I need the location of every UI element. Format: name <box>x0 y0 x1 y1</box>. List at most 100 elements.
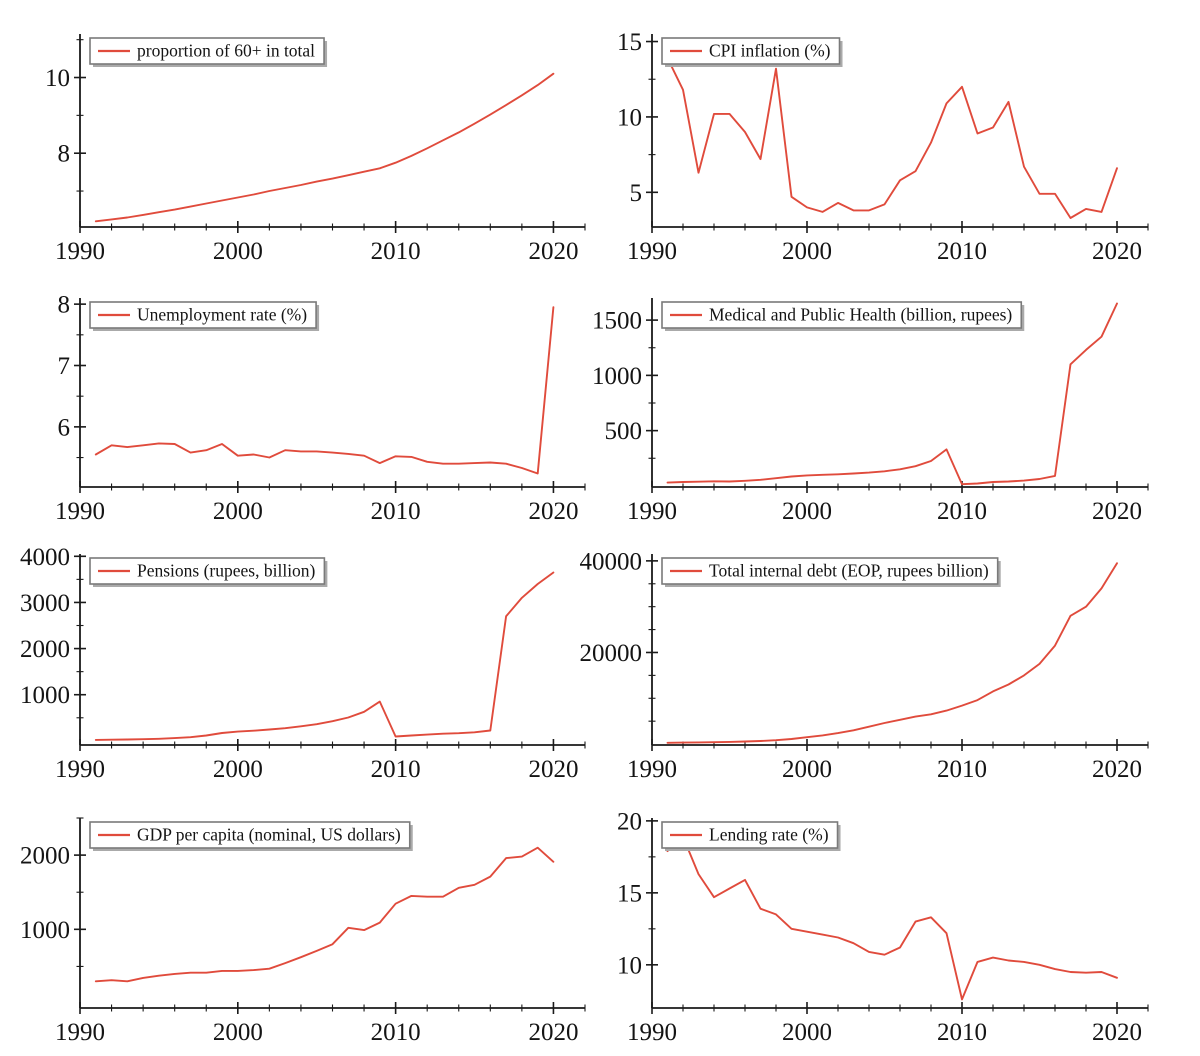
x-tick-label: 2010 <box>371 1019 421 1046</box>
y-tick-label: 10 <box>617 952 642 979</box>
legend-box <box>661 301 1023 329</box>
chart-canvas-medical-public-health: 1990 2000 2010 2020 500 1000 1500 Medical and P… <box>592 298 1149 525</box>
x-tick-label: 2000 <box>213 498 263 525</box>
y-tick-label: 6 <box>58 414 71 441</box>
chart-medical-public-health: 1990 2000 2010 2020 500 1000 1500 Medical and P… <box>592 264 1200 525</box>
legend-label: Pensions (rupees, billion) <box>137 561 316 581</box>
axes: 1990 2000 2010 2020 20000 40000 <box>580 548 1149 783</box>
x-tick-label: 2020 <box>1092 756 1142 783</box>
y-tick-label: 2000 <box>20 636 70 663</box>
legend-label: proportion of 60+ in total <box>137 41 315 61</box>
chart-unemployment-rate: 1990 2000 2010 2020 6 7 8 Unemployment rate (%) <box>0 264 600 525</box>
series-line <box>94 846 555 983</box>
x-tick-label: 2010 <box>937 1019 987 1046</box>
x-tick-label: 1990 <box>55 756 105 783</box>
x-tick-label: 2000 <box>782 238 832 265</box>
axes: 1990 2000 2010 2020 6 7 8 <box>55 292 586 525</box>
x-tick-label: 2020 <box>1092 498 1142 525</box>
legend: Unemployment rate (%) <box>89 301 320 331</box>
chart-gdp-per-capita: 1990 2000 2010 2020 1000 2000 GDP per capita (… <box>0 784 600 1056</box>
y-tick-label: 8 <box>58 292 71 319</box>
chart-canvas-cpi-inflation: 1990 2000 2010 2020 5 10 15 CPI inflation (%) <box>617 29 1149 265</box>
legend: CPI inflation (%) <box>661 37 843 67</box>
x-tick-label: 2010 <box>937 756 987 783</box>
x-tick-label: 1990 <box>55 238 105 265</box>
y-tick-label: 15 <box>617 29 642 56</box>
y-tick-label: 1500 <box>592 308 642 335</box>
x-tick-label: 1990 <box>627 498 677 525</box>
legend-label: Total internal debt (EOP, rupees billion… <box>709 561 989 581</box>
legend: proportion of 60+ in total <box>89 37 328 67</box>
chart-canvas-total-internal-debt: 1990 2000 2010 2020 20000 40000 Total internal… <box>580 548 1149 783</box>
y-tick-label: 7 <box>58 353 71 380</box>
series-line <box>94 571 555 741</box>
x-tick-label: 1990 <box>627 1019 677 1046</box>
series-line <box>666 835 1118 1001</box>
chart-cpi-inflation: 1990 2000 2010 2020 5 10 15 CPI inflation (%) <box>600 0 1200 265</box>
x-tick-label: 2000 <box>782 498 832 525</box>
y-tick-label: 2000 <box>20 843 70 870</box>
axes: 1990 2000 2010 2020 1000 2000 <box>20 817 586 1046</box>
x-tick-label: 2010 <box>937 238 987 265</box>
y-tick-label: 500 <box>605 418 643 445</box>
axes: 1990 2000 2010 2020 5 10 15 <box>617 29 1149 265</box>
chart-pensions: 1990 2000 2010 2020 1000 2000 3000 4000 Pensions… <box>0 520 600 784</box>
chart-canvas-lending-rate: 1990 2000 2010 2020 10 15 20 Lending rate (%) <box>617 808 1149 1046</box>
x-tick-label: 1990 <box>55 1019 105 1046</box>
x-tick-label: 2000 <box>782 756 832 783</box>
legend: Medical and Public Health (billion, rupe… <box>661 301 1025 331</box>
legend-box <box>661 557 999 585</box>
legend: Total internal debt (EOP, rupees billion… <box>661 557 1001 587</box>
legend: GDP per capita (nominal, US dollars) <box>89 821 413 851</box>
x-tick-label: 2000 <box>782 1019 832 1046</box>
y-tick-label: 1000 <box>20 917 70 944</box>
legend-label: Unemployment rate (%) <box>137 305 307 325</box>
series-line <box>666 302 1118 486</box>
legend-label: Medical and Public Health (billion, rupe… <box>709 305 1012 325</box>
axes: 1990 2000 2010 2020 10 15 20 <box>617 808 1149 1046</box>
chart-canvas-gdp-per-capita: 1990 2000 2010 2020 1000 2000 GDP per capita (… <box>20 817 586 1046</box>
series-line <box>666 57 1118 219</box>
series-line <box>666 562 1118 744</box>
x-tick-label: 2020 <box>1092 238 1142 265</box>
x-tick-label: 2020 <box>1092 1019 1142 1046</box>
x-tick-label: 1990 <box>627 756 677 783</box>
x-tick-label: 2020 <box>528 498 578 525</box>
x-tick-label: 2010 <box>371 756 421 783</box>
x-tick-label: 2020 <box>528 756 578 783</box>
series-line <box>94 72 555 223</box>
chart-proportion-60plus: 1990 2000 2010 2020 8 10 proportion of 60+ in … <box>0 0 600 265</box>
x-tick-label: 2000 <box>213 756 263 783</box>
chart-canvas-unemployment-rate: 1990 2000 2010 2020 6 7 8 Unemployment rate (%) <box>55 292 586 525</box>
legend: Lending rate (%) <box>661 821 841 851</box>
y-tick-label: 40000 <box>580 548 643 575</box>
legend-label: Lending rate (%) <box>709 825 829 845</box>
y-tick-label: 1000 <box>592 363 642 390</box>
x-tick-label: 2010 <box>937 498 987 525</box>
y-tick-label: 3000 <box>20 590 70 617</box>
legend: Pensions (rupees, billion) <box>89 557 328 587</box>
x-tick-label: 2000 <box>213 238 263 265</box>
x-tick-label: 2020 <box>528 238 578 265</box>
chart-canvas-pensions: 1990 2000 2010 2020 1000 2000 3000 4000 Pensions… <box>20 544 586 783</box>
axes: 1990 2000 2010 2020 8 10 <box>45 34 586 265</box>
x-tick-label: 2020 <box>528 1019 578 1046</box>
chart-total-internal-debt: 1990 2000 2010 2020 20000 40000 Total internal… <box>580 520 1200 784</box>
legend-label: CPI inflation (%) <box>709 41 831 61</box>
y-tick-label: 5 <box>630 180 643 207</box>
y-tick-label: 1000 <box>20 682 70 709</box>
x-tick-label: 1990 <box>55 498 105 525</box>
y-tick-label: 10 <box>45 65 70 92</box>
y-tick-label: 10 <box>617 104 642 131</box>
y-tick-label: 8 <box>58 141 71 168</box>
series-line <box>94 306 555 475</box>
x-tick-label: 2010 <box>371 498 421 525</box>
axes: 1990 2000 2010 2020 1000 2000 3000 4000 <box>20 544 586 783</box>
chart-lending-rate: 1990 2000 2010 2020 10 15 20 Lending rate (%) <box>600 784 1200 1056</box>
y-tick-label: 20000 <box>580 640 643 667</box>
y-tick-label: 4000 <box>20 544 70 571</box>
legend-box <box>89 821 411 849</box>
x-tick-label: 2010 <box>371 238 421 265</box>
legend-label: GDP per capita (nominal, US dollars) <box>137 825 401 845</box>
